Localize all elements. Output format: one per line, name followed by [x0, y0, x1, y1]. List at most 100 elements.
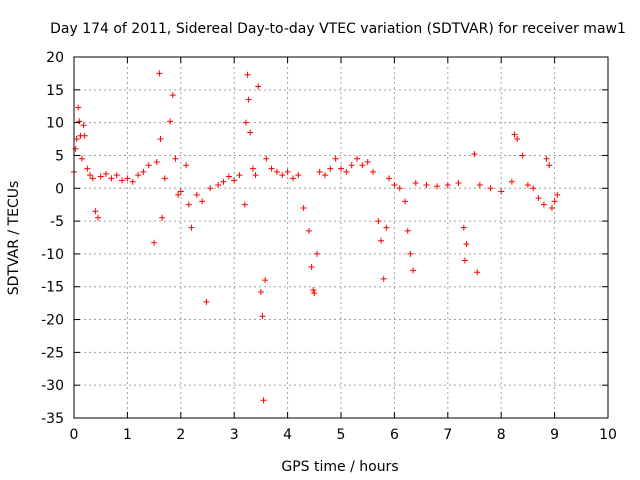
data-point: [284, 168, 291, 175]
data-points: [71, 70, 561, 404]
y-tick-label: 0: [55, 181, 64, 197]
x-tick-label: 0: [70, 427, 79, 443]
data-point: [540, 201, 547, 208]
data-point: [108, 175, 115, 182]
data-point: [268, 165, 275, 172]
grid: [74, 57, 608, 418]
data-point: [554, 191, 561, 198]
data-point: [311, 290, 318, 297]
data-point: [262, 277, 269, 284]
data-point: [161, 175, 168, 182]
data-point: [543, 155, 550, 162]
data-point: [407, 250, 414, 257]
data-point: [354, 155, 361, 162]
data-point: [364, 159, 371, 166]
data-point: [172, 155, 179, 162]
data-point: [313, 250, 320, 257]
data-point: [249, 165, 256, 172]
data-point: [551, 198, 558, 205]
data-point: [193, 191, 200, 198]
data-point: [97, 173, 104, 180]
data-point: [89, 175, 96, 182]
y-tick-label: -10: [41, 247, 64, 263]
y-tick-label: -20: [41, 313, 64, 329]
data-point: [548, 204, 555, 211]
data-point: [259, 313, 266, 320]
y-tick-label: -35: [41, 411, 64, 427]
data-point: [169, 92, 176, 99]
data-point: [129, 178, 136, 185]
data-point: [508, 178, 515, 185]
data-point: [220, 178, 227, 185]
y-axis-label: SDTVAR / TECUs: [6, 181, 22, 296]
data-point: [157, 136, 164, 143]
data-point: [257, 288, 264, 295]
y-tick-label: 15: [46, 83, 64, 99]
data-point: [242, 119, 249, 126]
data-point: [412, 180, 419, 187]
data-point: [300, 204, 307, 211]
data-point: [348, 162, 355, 169]
data-point: [321, 172, 328, 179]
data-point: [151, 239, 158, 246]
data-point: [273, 168, 280, 175]
x-tick-label: 1: [123, 427, 132, 443]
data-point: [327, 165, 334, 172]
data-point: [79, 155, 86, 162]
data-point: [124, 175, 131, 182]
data-point: [305, 227, 312, 234]
data-point: [308, 264, 315, 271]
data-point: [410, 267, 417, 274]
data-point: [370, 168, 377, 175]
data-point: [255, 83, 262, 90]
data-point: [80, 122, 87, 129]
y-tick-label: 20: [46, 50, 64, 66]
data-point: [199, 198, 206, 205]
data-point: [175, 191, 182, 198]
data-point: [375, 218, 382, 225]
data-point: [343, 168, 350, 175]
data-point: [519, 152, 526, 159]
data-point: [404, 227, 411, 234]
data-point: [76, 118, 83, 125]
data-point: [244, 71, 251, 78]
data-point: [402, 198, 409, 205]
data-point: [498, 188, 505, 195]
data-point: [263, 155, 270, 162]
data-point: [119, 177, 126, 184]
data-point: [84, 165, 91, 172]
data-point: [247, 129, 254, 136]
data-point: [207, 185, 214, 192]
data-point: [295, 172, 302, 179]
data-point: [476, 181, 483, 188]
x-tick-label: 6: [390, 427, 399, 443]
data-point: [378, 237, 385, 244]
data-point: [444, 181, 451, 188]
data-point: [87, 172, 94, 179]
data-point: [338, 165, 344, 172]
data-point: [252, 172, 259, 179]
data-point: [95, 214, 102, 221]
data-point: [514, 136, 521, 143]
x-tick-label: 4: [283, 427, 292, 443]
data-point: [241, 201, 248, 208]
x-tick-label: 2: [176, 427, 185, 443]
data-point: [203, 298, 210, 305]
y-tick-label: -15: [41, 280, 64, 296]
data-point: [511, 131, 518, 138]
data-point: [455, 180, 462, 187]
data-point: [135, 172, 142, 179]
x-tick-label: 7: [443, 427, 452, 443]
data-point: [185, 201, 192, 208]
data-point: [530, 185, 537, 192]
data-point: [236, 172, 243, 179]
data-point: [188, 224, 195, 231]
y-tick-label: -25: [41, 345, 64, 361]
x-tick-label: 3: [230, 427, 239, 443]
data-point: [145, 162, 152, 169]
data-point: [380, 275, 387, 282]
data-point: [359, 162, 366, 169]
x-tick-label: 5: [337, 427, 346, 443]
